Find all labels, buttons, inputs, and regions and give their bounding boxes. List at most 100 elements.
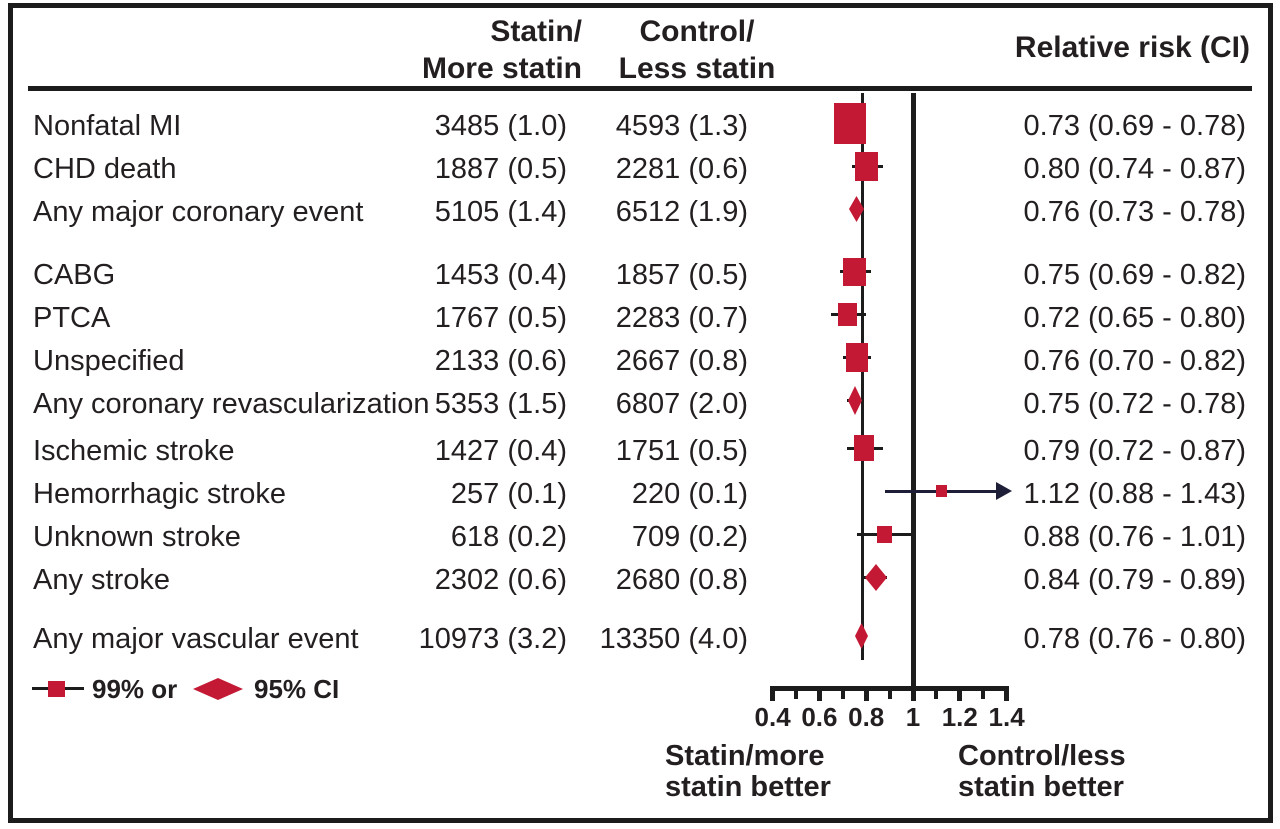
outcome-label: Ischemic stroke xyxy=(33,435,235,467)
x-axis-minor-tick xyxy=(981,686,986,699)
point-estimate-square xyxy=(853,435,874,461)
figure-border xyxy=(8,3,1273,823)
x-axis-minor-tick xyxy=(887,686,892,699)
x-axis-major-tick xyxy=(863,686,869,701)
control-count: 6807 (2.0) xyxy=(615,387,748,420)
direction-label-right: Control/less statin better xyxy=(958,741,1126,803)
x-axis-tick-label: 1.4 xyxy=(988,702,1025,732)
column-header-control-line2: Less statin xyxy=(618,52,776,85)
statin-count: 257 (0.1) xyxy=(450,478,567,510)
x-axis-minor-tick xyxy=(840,686,845,699)
x-axis-minor-tick xyxy=(934,686,939,699)
control-count: 1751 (0.5) xyxy=(615,435,748,467)
outcome-label: CHD death xyxy=(33,153,177,185)
point-estimate-square xyxy=(935,485,947,497)
column-header-control: Control/ Less statin xyxy=(597,13,797,87)
column-header-statin: Statin/ More statin xyxy=(382,13,582,87)
legend-diamond-label: 95% CI xyxy=(254,674,340,704)
relative-risk-value: 0.78 (0.76 - 0.80) xyxy=(1023,623,1246,655)
point-estimate-square xyxy=(877,525,893,543)
relative-risk-value: 0.79 (0.72 - 0.87) xyxy=(1023,435,1246,467)
legend-square-icon xyxy=(48,681,65,697)
relative-risk-value: 0.84 (0.79 - 0.89) xyxy=(1023,564,1246,596)
outcome-label: Any major vascular event xyxy=(33,623,359,655)
direction-label-left: Statin/more statin better xyxy=(665,741,831,803)
direction-label-left-line1: Statin/more xyxy=(665,740,825,772)
x-axis-major-tick xyxy=(957,686,963,701)
outcome-label: CABG xyxy=(33,258,116,291)
null-effect-line xyxy=(911,93,916,688)
x-axis-minor-tick xyxy=(794,686,798,699)
overall-estimate-line xyxy=(861,93,864,660)
control-count: 2283 (0.7) xyxy=(615,301,748,334)
point-estimate-diamond xyxy=(847,386,862,415)
control-count: 2281 (0.6) xyxy=(615,153,748,185)
statin-count: 1427 (0.4) xyxy=(434,435,567,467)
statin-count: 2302 (0.6) xyxy=(434,564,567,596)
statin-count: 3485 (1.0) xyxy=(434,110,567,142)
direction-label-right-line1: Control/less xyxy=(958,740,1126,772)
control-count: 13350 (4.0) xyxy=(599,623,748,655)
statin-count: 5353 (1.5) xyxy=(434,387,567,420)
outcome-label: Unspecified xyxy=(33,344,185,377)
point-estimate-square xyxy=(854,151,878,181)
x-axis-tick-label: 0.4 xyxy=(754,702,791,732)
statin-count: 2133 (0.6) xyxy=(434,344,567,377)
statin-count: 10973 (3.2) xyxy=(418,623,567,655)
relative-risk-value: 0.72 (0.65 - 0.80) xyxy=(1023,301,1246,334)
control-count: 2680 (0.8) xyxy=(615,564,748,596)
relative-risk-value: 0.80 (0.74 - 0.87) xyxy=(1023,153,1246,185)
column-header-statin-line2: More statin xyxy=(421,52,582,85)
x-axis-major-tick xyxy=(816,686,822,701)
relative-risk-value: 0.75 (0.72 - 0.78) xyxy=(1023,387,1246,420)
relative-risk-value: 0.75 (0.69 - 0.82) xyxy=(1023,258,1246,291)
outcome-label: Any stroke xyxy=(33,564,170,596)
point-estimate-diamond xyxy=(855,623,869,649)
point-estimate-square xyxy=(833,102,866,144)
point-estimate-square xyxy=(845,343,868,372)
control-count: 6512 (1.9) xyxy=(615,196,748,228)
column-header-statin-line1: Statin/ xyxy=(490,15,582,48)
direction-label-left-line2: statin better xyxy=(665,771,831,803)
statin-count: 1767 (0.5) xyxy=(434,301,567,334)
control-count: 2667 (0.8) xyxy=(615,344,748,377)
control-count: 1857 (0.5) xyxy=(615,258,748,291)
x-axis-tick-label: 0.8 xyxy=(848,702,885,732)
column-header-control-line1: Control/ xyxy=(639,15,755,48)
x-axis-major-tick xyxy=(770,686,776,701)
ci-clipped-arrowhead-icon xyxy=(996,482,1012,500)
legend-square-label: 99% or xyxy=(92,674,178,704)
statin-count: 5105 (1.4) xyxy=(434,196,567,228)
control-count: 709 (0.2) xyxy=(631,521,748,553)
x-axis-major-tick xyxy=(910,686,916,701)
point-estimate-diamond xyxy=(864,563,887,591)
statin-count: 618 (0.2) xyxy=(450,521,567,553)
relative-risk-value: 0.76 (0.70 - 0.82) xyxy=(1023,344,1246,377)
relative-risk-value: 1.12 (0.88 - 1.43) xyxy=(1023,478,1246,510)
point-estimate-square xyxy=(837,303,857,326)
outcome-label: Any major coronary event xyxy=(33,196,364,228)
x-axis-major-tick xyxy=(1004,686,1010,701)
outcome-label: Hemorrhagic stroke xyxy=(33,478,287,510)
point-estimate-square xyxy=(843,257,866,286)
statin-count: 1453 (0.4) xyxy=(434,258,567,291)
header-rule xyxy=(28,86,1252,91)
x-axis-tick-label: 1.2 xyxy=(941,702,978,732)
direction-label-right-line2: statin better xyxy=(958,771,1124,803)
x-axis-tick-label: 1 xyxy=(905,702,921,732)
outcome-label: Unknown stroke xyxy=(33,521,241,553)
outcome-label: PTCA xyxy=(33,301,111,334)
x-axis-tick-label: 0.6 xyxy=(801,702,838,732)
column-header-relative-risk: Relative risk (CI) xyxy=(1014,31,1250,64)
relative-risk-value: 0.73 (0.69 - 0.78) xyxy=(1023,110,1246,142)
relative-risk-value: 0.76 (0.73 - 0.78) xyxy=(1023,196,1246,228)
control-count: 4593 (1.3) xyxy=(615,110,748,142)
outcome-label: Any coronary revascularization xyxy=(33,387,430,420)
outcome-label: Nonfatal MI xyxy=(33,110,182,142)
relative-risk-value: 0.88 (0.76 - 1.01) xyxy=(1023,521,1246,553)
statin-count: 1887 (0.5) xyxy=(434,153,567,185)
point-estimate-diamond xyxy=(849,196,865,222)
legend-diamond-icon xyxy=(193,678,243,700)
control-count: 220 (0.1) xyxy=(631,478,748,510)
